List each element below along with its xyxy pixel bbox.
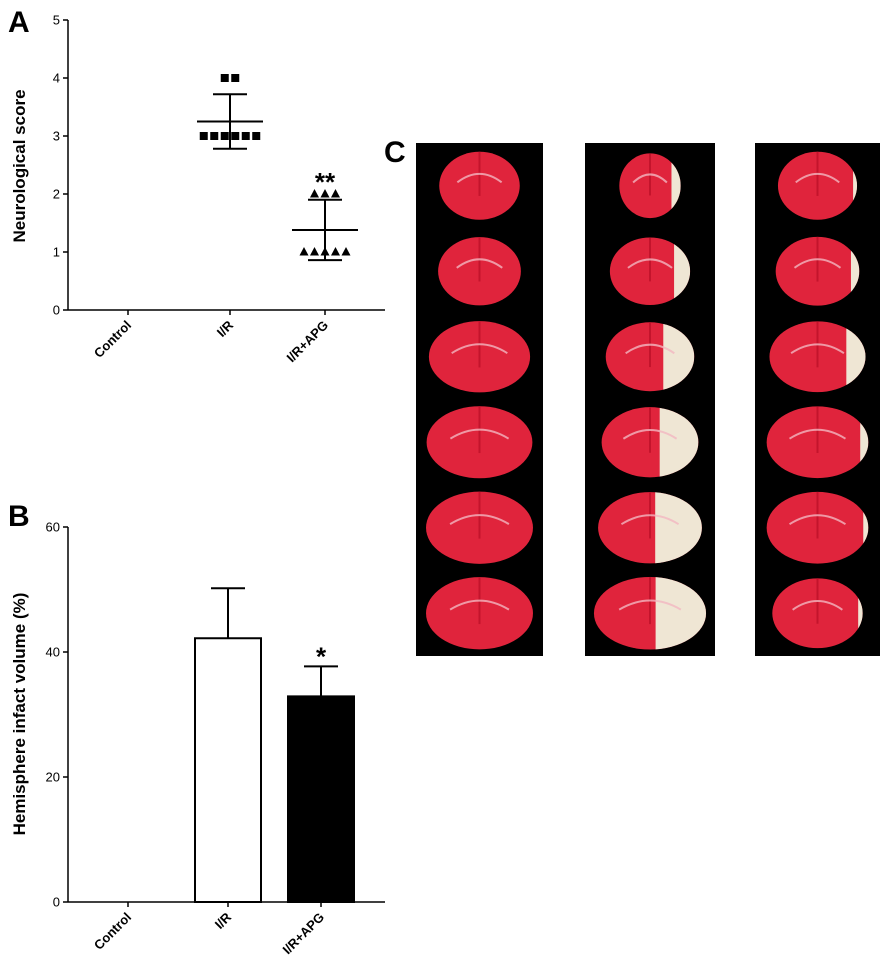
panel-b-ylabel: Hemisphere infact volume (%) (10, 593, 29, 836)
brain-slice (438, 237, 521, 306)
brain-slice (777, 151, 858, 220)
brain-slice (609, 237, 691, 306)
brain-slice (772, 578, 863, 649)
square-point (231, 132, 240, 140)
infarct-region (860, 406, 869, 479)
square-point (252, 132, 261, 140)
panel-a-ticks: 0 1 2 3 4 5 (53, 13, 326, 318)
square-point (220, 74, 229, 82)
panel-a-category-label: Control (91, 318, 134, 361)
white-matter-tract (632, 173, 668, 184)
white-matter-tract (627, 258, 673, 269)
triangle-point (320, 189, 330, 198)
brain-slice (426, 491, 533, 564)
panel-a-letter: A (8, 6, 30, 39)
photo-backdrop (585, 143, 715, 656)
brain-slice (769, 321, 866, 393)
white-matter-tract (795, 172, 840, 184)
square-point (231, 74, 240, 82)
panel-c: C (384, 136, 880, 656)
triangle-point (331, 247, 340, 256)
brain-slice (426, 577, 533, 650)
panel-b: B 0 20 40 60 Control I/R I/R+APG Hemisphere i… (8, 500, 385, 957)
panel-b-y-tick-label: 40 (46, 645, 60, 660)
panel-b-significance: * (316, 641, 327, 671)
panel-b-y-tick-label: 60 (46, 520, 60, 535)
square-point (220, 132, 229, 140)
square-point (199, 132, 208, 140)
white-matter-tract (790, 343, 845, 355)
brain-slice (428, 321, 531, 393)
white-matter-tract (620, 514, 680, 526)
panel-b-ticks: 0 20 40 60 (46, 520, 322, 910)
panel-b-categories: Control I/R I/R+APG (91, 909, 327, 957)
square-point (241, 132, 250, 140)
panel-b-y-tick-label: 0 (53, 895, 60, 910)
panel-a-significance: ** (315, 167, 336, 197)
panel-a-category-label: I/R (214, 317, 237, 340)
panel-a-ylabel: Neurological score (10, 89, 29, 242)
panel-b-category-label: Control (91, 910, 134, 953)
brain-slice (601, 407, 699, 478)
panel-b-letter: B (8, 500, 30, 533)
brain-slice-photos (416, 143, 880, 656)
white-matter-tract (449, 428, 510, 440)
photo-backdrop (755, 143, 880, 656)
infarct-region (671, 153, 681, 219)
panel-a-y-tick-label: 2 (53, 187, 60, 202)
panel-a-y-tick-label: 0 (53, 303, 60, 318)
panel-a-categories: Control I/R I/R+APG (91, 317, 331, 365)
triangle-point (310, 247, 319, 256)
infarct-region (858, 578, 863, 649)
white-matter-tract (456, 258, 503, 269)
brain-slice (619, 153, 681, 219)
panel-b-category-label: I/R+APG (279, 910, 327, 958)
panel-a: A 0 1 2 3 4 5 Control I/R I/R+APG Neurological … (8, 6, 385, 365)
white-matter-tract (788, 428, 847, 440)
triangle-point (331, 189, 340, 198)
triangle-point (310, 189, 319, 198)
white-matter-tract (451, 343, 508, 355)
brain-slice (605, 322, 695, 392)
infarct-region (853, 151, 858, 220)
panel-a-category-label: I/R+APG (283, 318, 331, 366)
white-matter-tract (449, 599, 510, 611)
square-point (210, 132, 219, 140)
panel-a-y-tick-label: 4 (53, 71, 60, 86)
panel-a-y-tick-label: 5 (53, 13, 60, 28)
bar-i-r (194, 637, 262, 903)
brain-slice (766, 406, 869, 479)
panel-a-axes (67, 20, 385, 311)
white-matter-tract (456, 172, 503, 184)
white-matter-tract (792, 600, 843, 611)
brain-slice (766, 491, 869, 564)
panel-a-y-tick-label: 1 (53, 245, 60, 260)
panel-b-category-label: I/R (212, 909, 235, 932)
bar-i-r-apg (287, 695, 355, 903)
brain-slice (593, 576, 707, 650)
panel-b-marks (194, 587, 355, 903)
brain-slice (426, 406, 533, 479)
panel-a-y-tick-label: 3 (53, 129, 60, 144)
panel-b-y-tick-label: 20 (46, 770, 60, 785)
white-matter-tract (622, 428, 678, 440)
panel-c-letter: C (384, 136, 406, 169)
brain-slice (775, 236, 860, 306)
white-matter-tract (618, 599, 682, 611)
panel-a-marks (197, 74, 358, 262)
infarct-region (863, 491, 869, 564)
white-matter-tract (788, 514, 847, 526)
brain-slice (439, 151, 520, 220)
white-matter-tract (449, 514, 510, 525)
triangle-point (341, 247, 351, 256)
brain-slice (598, 492, 702, 564)
white-matter-tract (793, 258, 842, 269)
infarct-region (850, 236, 860, 306)
photo-backdrop (416, 143, 543, 656)
triangle-point (299, 247, 309, 256)
white-matter-tract (625, 343, 675, 355)
